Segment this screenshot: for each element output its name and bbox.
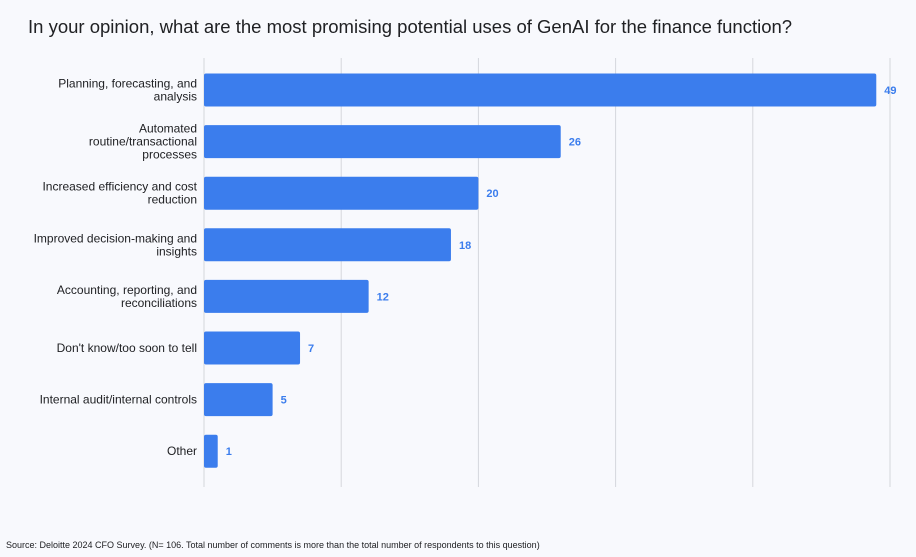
value-label: 1: [226, 446, 232, 458]
bar: [204, 228, 451, 262]
value-label: 26: [569, 137, 581, 149]
bar: [204, 383, 273, 417]
category-labels: Planning, forecasting, and analysis Automa…: [34, 77, 198, 459]
bar: [204, 331, 301, 365]
category-label: Improved decision-making and insights: [34, 231, 197, 258]
value-label: 5: [281, 395, 287, 407]
value-label: 49: [884, 85, 896, 97]
bar: [204, 73, 877, 107]
value-label: 20: [486, 188, 498, 200]
value-label: 12: [377, 291, 389, 303]
category-label: Other: [167, 444, 197, 458]
chart-title: In your opinion, what are the most promi…: [28, 16, 793, 37]
value-label: 18: [459, 240, 471, 252]
bar: [204, 434, 218, 468]
grid-lines: [203, 58, 891, 487]
bars: [204, 73, 877, 468]
bar: [204, 279, 369, 313]
category-label: Planning, forecasting, and analysis: [58, 77, 197, 104]
category-label: Automated routine/transactional processes: [89, 122, 197, 162]
category-label: Don't know/too soon to tell: [57, 341, 197, 355]
category-label: Accounting, reporting, and reconciliation…: [57, 283, 197, 310]
value-label: 7: [308, 343, 314, 355]
bar: [204, 125, 561, 159]
bar: [204, 176, 479, 210]
source-note: Source: Deloitte 2024 CFO Survey. (N= 10…: [6, 540, 540, 550]
category-label: Increased efficiency and cost reduction: [42, 180, 197, 207]
category-label: Internal audit/internal controls: [40, 393, 197, 407]
value-labels: 49 26 20 18 12 7 5 1: [226, 85, 897, 458]
